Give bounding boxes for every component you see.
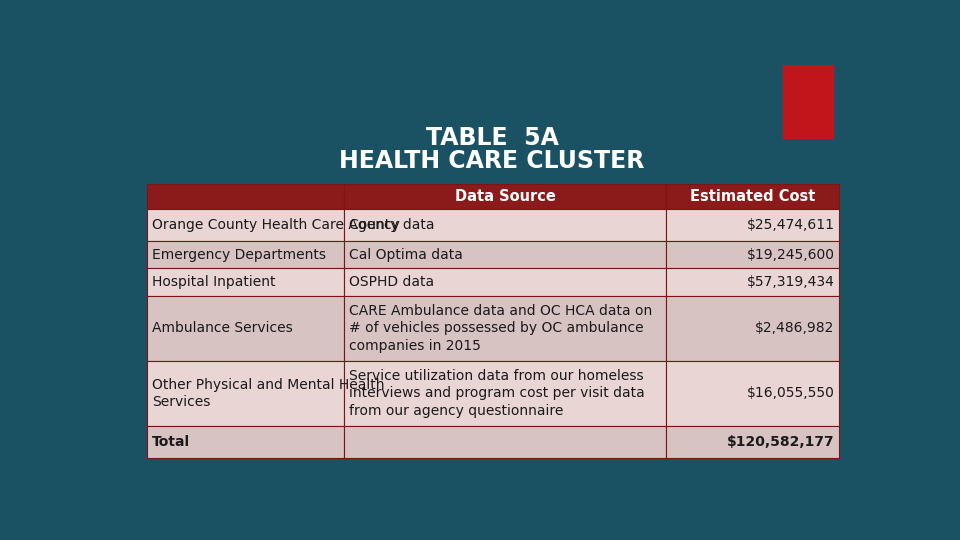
Text: Data Source: Data Source: [455, 189, 556, 204]
Text: County data: County data: [349, 218, 435, 232]
Bar: [147, 184, 345, 209]
Bar: [666, 241, 839, 268]
Bar: [666, 361, 839, 426]
Text: Other Physical and Mental Health
Services: Other Physical and Mental Health Service…: [152, 377, 384, 409]
Text: Cal Optima data: Cal Optima data: [349, 247, 463, 261]
Text: Total: Total: [152, 435, 190, 449]
Bar: [345, 241, 666, 268]
Bar: [147, 361, 345, 426]
Bar: [345, 296, 666, 361]
Text: $2,486,982: $2,486,982: [756, 321, 834, 335]
Bar: [147, 241, 345, 268]
Text: Estimated Cost: Estimated Cost: [690, 189, 815, 204]
Bar: [345, 184, 666, 209]
Bar: [666, 296, 839, 361]
Bar: [345, 268, 666, 296]
Bar: [666, 184, 839, 209]
Text: CARE Ambulance data and OC HCA data on
# of vehicles possessed by OC ambulance
c: CARE Ambulance data and OC HCA data on #…: [349, 304, 652, 353]
Text: $25,474,611: $25,474,611: [747, 218, 834, 232]
Text: $120,582,177: $120,582,177: [727, 435, 834, 449]
Text: Ambulance Services: Ambulance Services: [152, 321, 293, 335]
Text: Hospital Inpatient: Hospital Inpatient: [152, 275, 276, 289]
Text: $57,319,434: $57,319,434: [747, 275, 834, 289]
Bar: [666, 268, 839, 296]
Bar: [782, 65, 833, 138]
Text: Orange County Health Care Agency: Orange County Health Care Agency: [152, 218, 399, 232]
Text: OSPHD data: OSPHD data: [349, 275, 434, 289]
Bar: [345, 426, 666, 457]
Bar: [147, 268, 345, 296]
Text: $19,245,600: $19,245,600: [747, 247, 834, 261]
Text: $16,055,550: $16,055,550: [747, 386, 834, 400]
Text: Service utilization data from our homeless
interviews and program cost per visit: Service utilization data from our homele…: [349, 369, 645, 417]
Bar: [666, 426, 839, 457]
Bar: [147, 296, 345, 361]
Bar: [666, 209, 839, 241]
Bar: [147, 209, 345, 241]
Bar: [345, 209, 666, 241]
Bar: [345, 361, 666, 426]
Text: HEALTH CARE CLUSTER: HEALTH CARE CLUSTER: [339, 149, 645, 173]
Bar: [147, 426, 345, 457]
Text: Emergency Departments: Emergency Departments: [152, 247, 325, 261]
Text: TABLE  5A: TABLE 5A: [425, 126, 559, 150]
